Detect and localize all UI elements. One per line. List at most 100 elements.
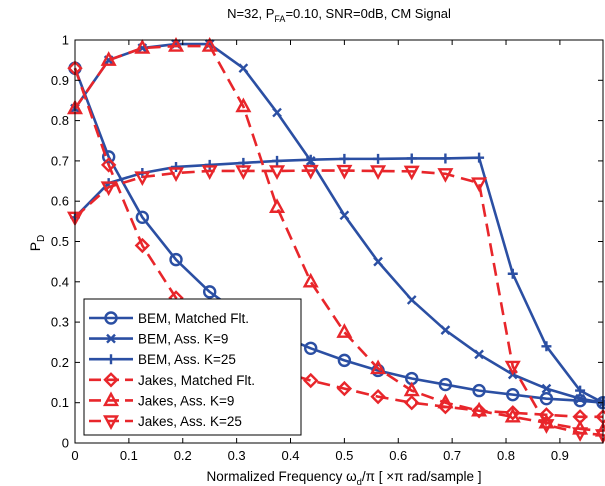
legend-label: BEM, Matched Flt. xyxy=(138,311,249,326)
data-point xyxy=(269,198,286,213)
data-point xyxy=(167,37,185,52)
legend-label: BEM, Ass. K=9 xyxy=(138,332,228,347)
data-point xyxy=(337,353,352,368)
data-point xyxy=(541,383,552,394)
data-point xyxy=(437,168,454,183)
legend: BEM, Matched Flt. BEM, Ass. K=9 BEM, Ass. … xyxy=(83,298,302,436)
legend-marker xyxy=(104,311,118,325)
data-point xyxy=(167,167,185,182)
data-point xyxy=(373,153,384,164)
data-point xyxy=(204,159,215,170)
plot-area xyxy=(66,37,605,444)
legend-entry: Jakes, Matched Flt. xyxy=(89,372,255,388)
y-tick-label: 0.1 xyxy=(51,395,69,410)
series-line xyxy=(73,67,603,419)
data-point xyxy=(541,341,552,352)
legend-entry: BEM, Matched Flt. xyxy=(89,311,249,326)
data-point xyxy=(474,152,485,163)
y-tick-label: 0 xyxy=(62,436,69,451)
legend-marker xyxy=(102,415,120,431)
data-point xyxy=(235,165,252,180)
x-tick-label: 0.8 xyxy=(497,448,515,463)
data-point xyxy=(403,381,420,397)
data-point xyxy=(404,395,420,411)
legend-label: Jakes, Ass. K=25 xyxy=(138,414,242,429)
data-point xyxy=(572,427,589,442)
chart-title: N=32, PFA=0.10, SNR=0dB, CM Signal xyxy=(227,6,451,24)
legend-marker xyxy=(106,333,116,344)
data-point xyxy=(339,210,350,221)
data-point xyxy=(575,385,586,396)
data-point xyxy=(336,164,353,180)
data-point xyxy=(507,268,518,279)
data-point xyxy=(201,37,218,52)
legend-entry: Jakes, Ass. K=25 xyxy=(89,414,242,431)
data-point xyxy=(437,393,454,409)
y-tick-label: 0.3 xyxy=(51,315,69,330)
y-tick-label: 0.8 xyxy=(51,113,69,128)
x-tick-label: 0.9 xyxy=(551,448,569,463)
x-tick-label: 0 xyxy=(71,448,78,463)
data-point xyxy=(471,401,488,417)
data-point xyxy=(134,171,151,187)
data-point xyxy=(272,155,283,166)
legend-label: Jakes, Ass. K=9 xyxy=(138,393,234,408)
data-point xyxy=(373,256,383,267)
data-point xyxy=(538,419,555,434)
series-1 xyxy=(68,61,605,410)
series-line xyxy=(73,44,604,433)
data-point xyxy=(304,341,318,355)
axis-ticks: 0 0.1 0.2 0.3 0.4 0.5 0.6 0.7 0.8 0.9 0 0.1 0.2 0.3 0.… xyxy=(51,33,603,463)
y-tick-label: 0.2 xyxy=(51,355,69,370)
data-point xyxy=(406,295,417,305)
x-tick-label: 0.5 xyxy=(335,448,353,463)
data-point xyxy=(471,403,487,419)
x-tick-label: 0.1 xyxy=(120,448,138,463)
x-tick-label: 0.4 xyxy=(281,448,299,463)
data-point xyxy=(406,153,417,164)
data-point xyxy=(202,285,217,299)
x-tick-label: 0.2 xyxy=(174,448,192,463)
data-point xyxy=(305,154,316,165)
data-point xyxy=(370,388,386,405)
data-point xyxy=(505,405,521,421)
data-point xyxy=(302,272,319,288)
legend-marker xyxy=(102,391,120,407)
legend-marker xyxy=(103,372,119,388)
y-tick-label: 0.9 xyxy=(51,73,69,88)
data-point xyxy=(370,165,387,180)
data-point xyxy=(169,252,183,267)
data-point xyxy=(504,407,521,423)
data-point xyxy=(403,165,420,181)
data-point xyxy=(336,323,353,338)
data-point xyxy=(506,387,520,402)
y-tick-label: 0.7 xyxy=(51,153,69,168)
data-point xyxy=(238,63,249,74)
data-point xyxy=(472,383,486,398)
data-point xyxy=(440,325,451,336)
data-point xyxy=(269,165,286,180)
data-point xyxy=(471,177,488,193)
y-tick-label: 0.6 xyxy=(51,194,69,209)
data-point xyxy=(100,181,117,197)
y-axis-label: PD xyxy=(27,235,47,252)
data-point xyxy=(370,359,387,375)
y-tick-label: 0.4 xyxy=(51,274,69,289)
legend-entry: BEM, Ass. K=25 xyxy=(89,352,236,367)
series-6 xyxy=(66,164,605,444)
data-point xyxy=(504,360,521,376)
x-tick-label: 0.7 xyxy=(443,448,461,463)
data-point xyxy=(272,107,282,118)
data-point xyxy=(303,372,319,389)
legend-label: Jakes, Matched Flt. xyxy=(138,373,255,388)
legend-label: BEM, Ass. K=25 xyxy=(138,352,236,367)
legend-entry: Jakes, Ass. K=9 xyxy=(89,391,234,408)
data-point xyxy=(339,153,350,164)
data-point xyxy=(539,391,554,406)
data-point xyxy=(101,150,116,164)
legend-box xyxy=(83,298,302,436)
legend-marker xyxy=(106,354,116,365)
data-point xyxy=(575,393,585,404)
data-point xyxy=(474,349,484,360)
x-axis-label: Normalized Frequency ωd/π [ ×π rad/sampl… xyxy=(207,469,482,486)
